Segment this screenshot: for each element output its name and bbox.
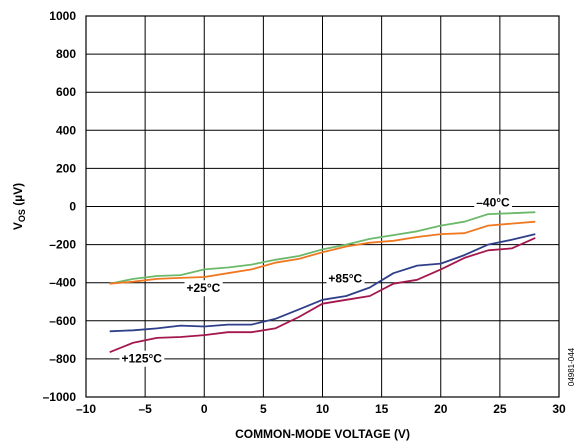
series-annotation-label: +85°C [328,272,362,286]
y-tick-label: 1000 [49,9,76,23]
x-axis-title: COMMON-MODE VOLTAGE (V) [235,427,410,441]
y-tick-labels: 1000 800 600 400 200 0 –200 –400 –600 –800 –1000 [43,9,77,404]
series-annotation-label: +25°C [187,281,221,295]
annotation-label-background [184,280,223,297]
x-tick-label: 15 [375,402,389,416]
x-tick-label: 30 [552,402,566,416]
y-tick-label: –200 [49,238,76,252]
x-tick-label: 10 [316,402,330,416]
x-tick-label: 0 [201,402,208,416]
x-tick-label: 5 [260,402,267,416]
x-tick-label: 20 [434,402,448,416]
y-tick-label: –600 [49,314,76,328]
y-axis-title-subscript: OS [17,209,27,222]
series-line-0 [109,211,536,285]
y-tick-label: 600 [56,85,76,99]
series-line-3 [109,237,536,354]
y-axis-title-main: V [11,222,25,230]
annotations: –40°C +25°C +85°C +125°C [119,194,513,367]
y-tick-label: 200 [56,161,76,175]
x-tick-labels: –10 –5 0 5 10 15 20 25 30 [76,402,566,416]
y-tick-label: 800 [56,47,76,61]
series-line-2 [109,233,536,333]
y-tick-label: –1000 [43,390,77,404]
annotation-label-background [326,270,365,287]
y-tick-label: –400 [49,276,76,290]
y-tick-label: 400 [56,123,76,137]
x-tick-label: –5 [138,402,152,416]
series-annotation-label: +125°C [121,352,162,366]
series-annotation-label: –40°C [476,196,510,210]
y-axis-title: VOS (µV) [11,183,27,230]
plot-frame [85,15,560,398]
series-line-1 [109,220,536,285]
x-tick-label: 25 [493,402,507,416]
annotation-label-background [474,194,513,211]
y-axis-title-unit: (µV) [11,183,25,209]
annotation-label-background [119,350,165,367]
figure-id: 04981-044 [567,347,576,386]
y-tick-label: 0 [69,200,76,214]
y-tick-label: –800 [49,352,76,366]
x-tick-label: –10 [76,402,96,416]
series-lines [109,211,536,354]
grid [85,15,560,398]
